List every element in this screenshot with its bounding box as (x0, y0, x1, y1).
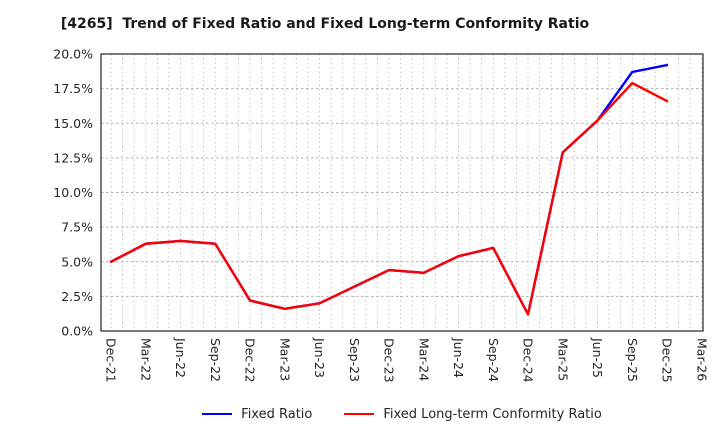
x-tick-label: Jun-22 (173, 337, 188, 378)
legend-swatch-fixed-ratio (202, 412, 233, 416)
chart-title: [4265] Trend of Fixed Ratio and Fixed Lo… (60, 16, 590, 32)
x-tick-label: Sep-25 (625, 338, 640, 382)
x-tick-label: Jun-25 (590, 337, 605, 378)
x-tick-label: Mar-26 (694, 338, 709, 381)
x-tick-label: Mar-22 (138, 338, 153, 381)
x-tick-label: Dec-25 (660, 338, 675, 383)
legend-label-fixed-long-term-conformity-ratio: Fixed Long-term Conformity Ratio (383, 406, 602, 422)
legend: Fixed Ratio Fixed Long-term Conformity R… (101, 404, 703, 424)
x-tick-label: Mar-24 (416, 338, 431, 381)
y-tick-label: 10.0% (53, 185, 93, 200)
y-tick-label: 17.5% (53, 81, 93, 96)
x-tick-label: Dec-21 (104, 338, 119, 383)
y-tick-label: 0.0% (61, 324, 93, 339)
y-tick-label: 20.0% (53, 47, 93, 62)
legend-item-fixed-long-term-conformity-ratio: Fixed Long-term Conformity Ratio (344, 406, 602, 422)
y-tick-label: 12.5% (53, 150, 93, 165)
y-tick-label: 7.5% (61, 220, 93, 235)
plot-frame (100, 53, 704, 332)
x-tick-label: Sep-22 (208, 338, 223, 382)
x-tick-label: Mar-23 (277, 338, 292, 381)
series-line-fixed-long-term-conformity-ratio (109, 81, 669, 316)
x-tick-label: Mar-25 (555, 338, 570, 381)
x-tick-label: Dec-22 (243, 338, 258, 383)
x-tick-label: Dec-24 (521, 338, 536, 383)
y-tick-label: 2.5% (61, 289, 93, 304)
legend-label-fixed-ratio: Fixed Ratio (241, 406, 313, 422)
x-tick-label: Dec-23 (382, 338, 397, 383)
x-tick-label: Sep-24 (486, 338, 501, 382)
x-tick-label: Sep-23 (347, 338, 362, 382)
y-tick-label: 15.0% (53, 116, 93, 131)
x-tick-label: Jun-23 (312, 337, 327, 378)
x-tick-label: Jun-24 (451, 337, 466, 378)
legend-swatch-fixed-long-term-conformity-ratio (344, 412, 375, 416)
legend-item-fixed-ratio: Fixed Ratio (202, 407, 312, 422)
y-tick-label: 5.0% (61, 254, 93, 269)
